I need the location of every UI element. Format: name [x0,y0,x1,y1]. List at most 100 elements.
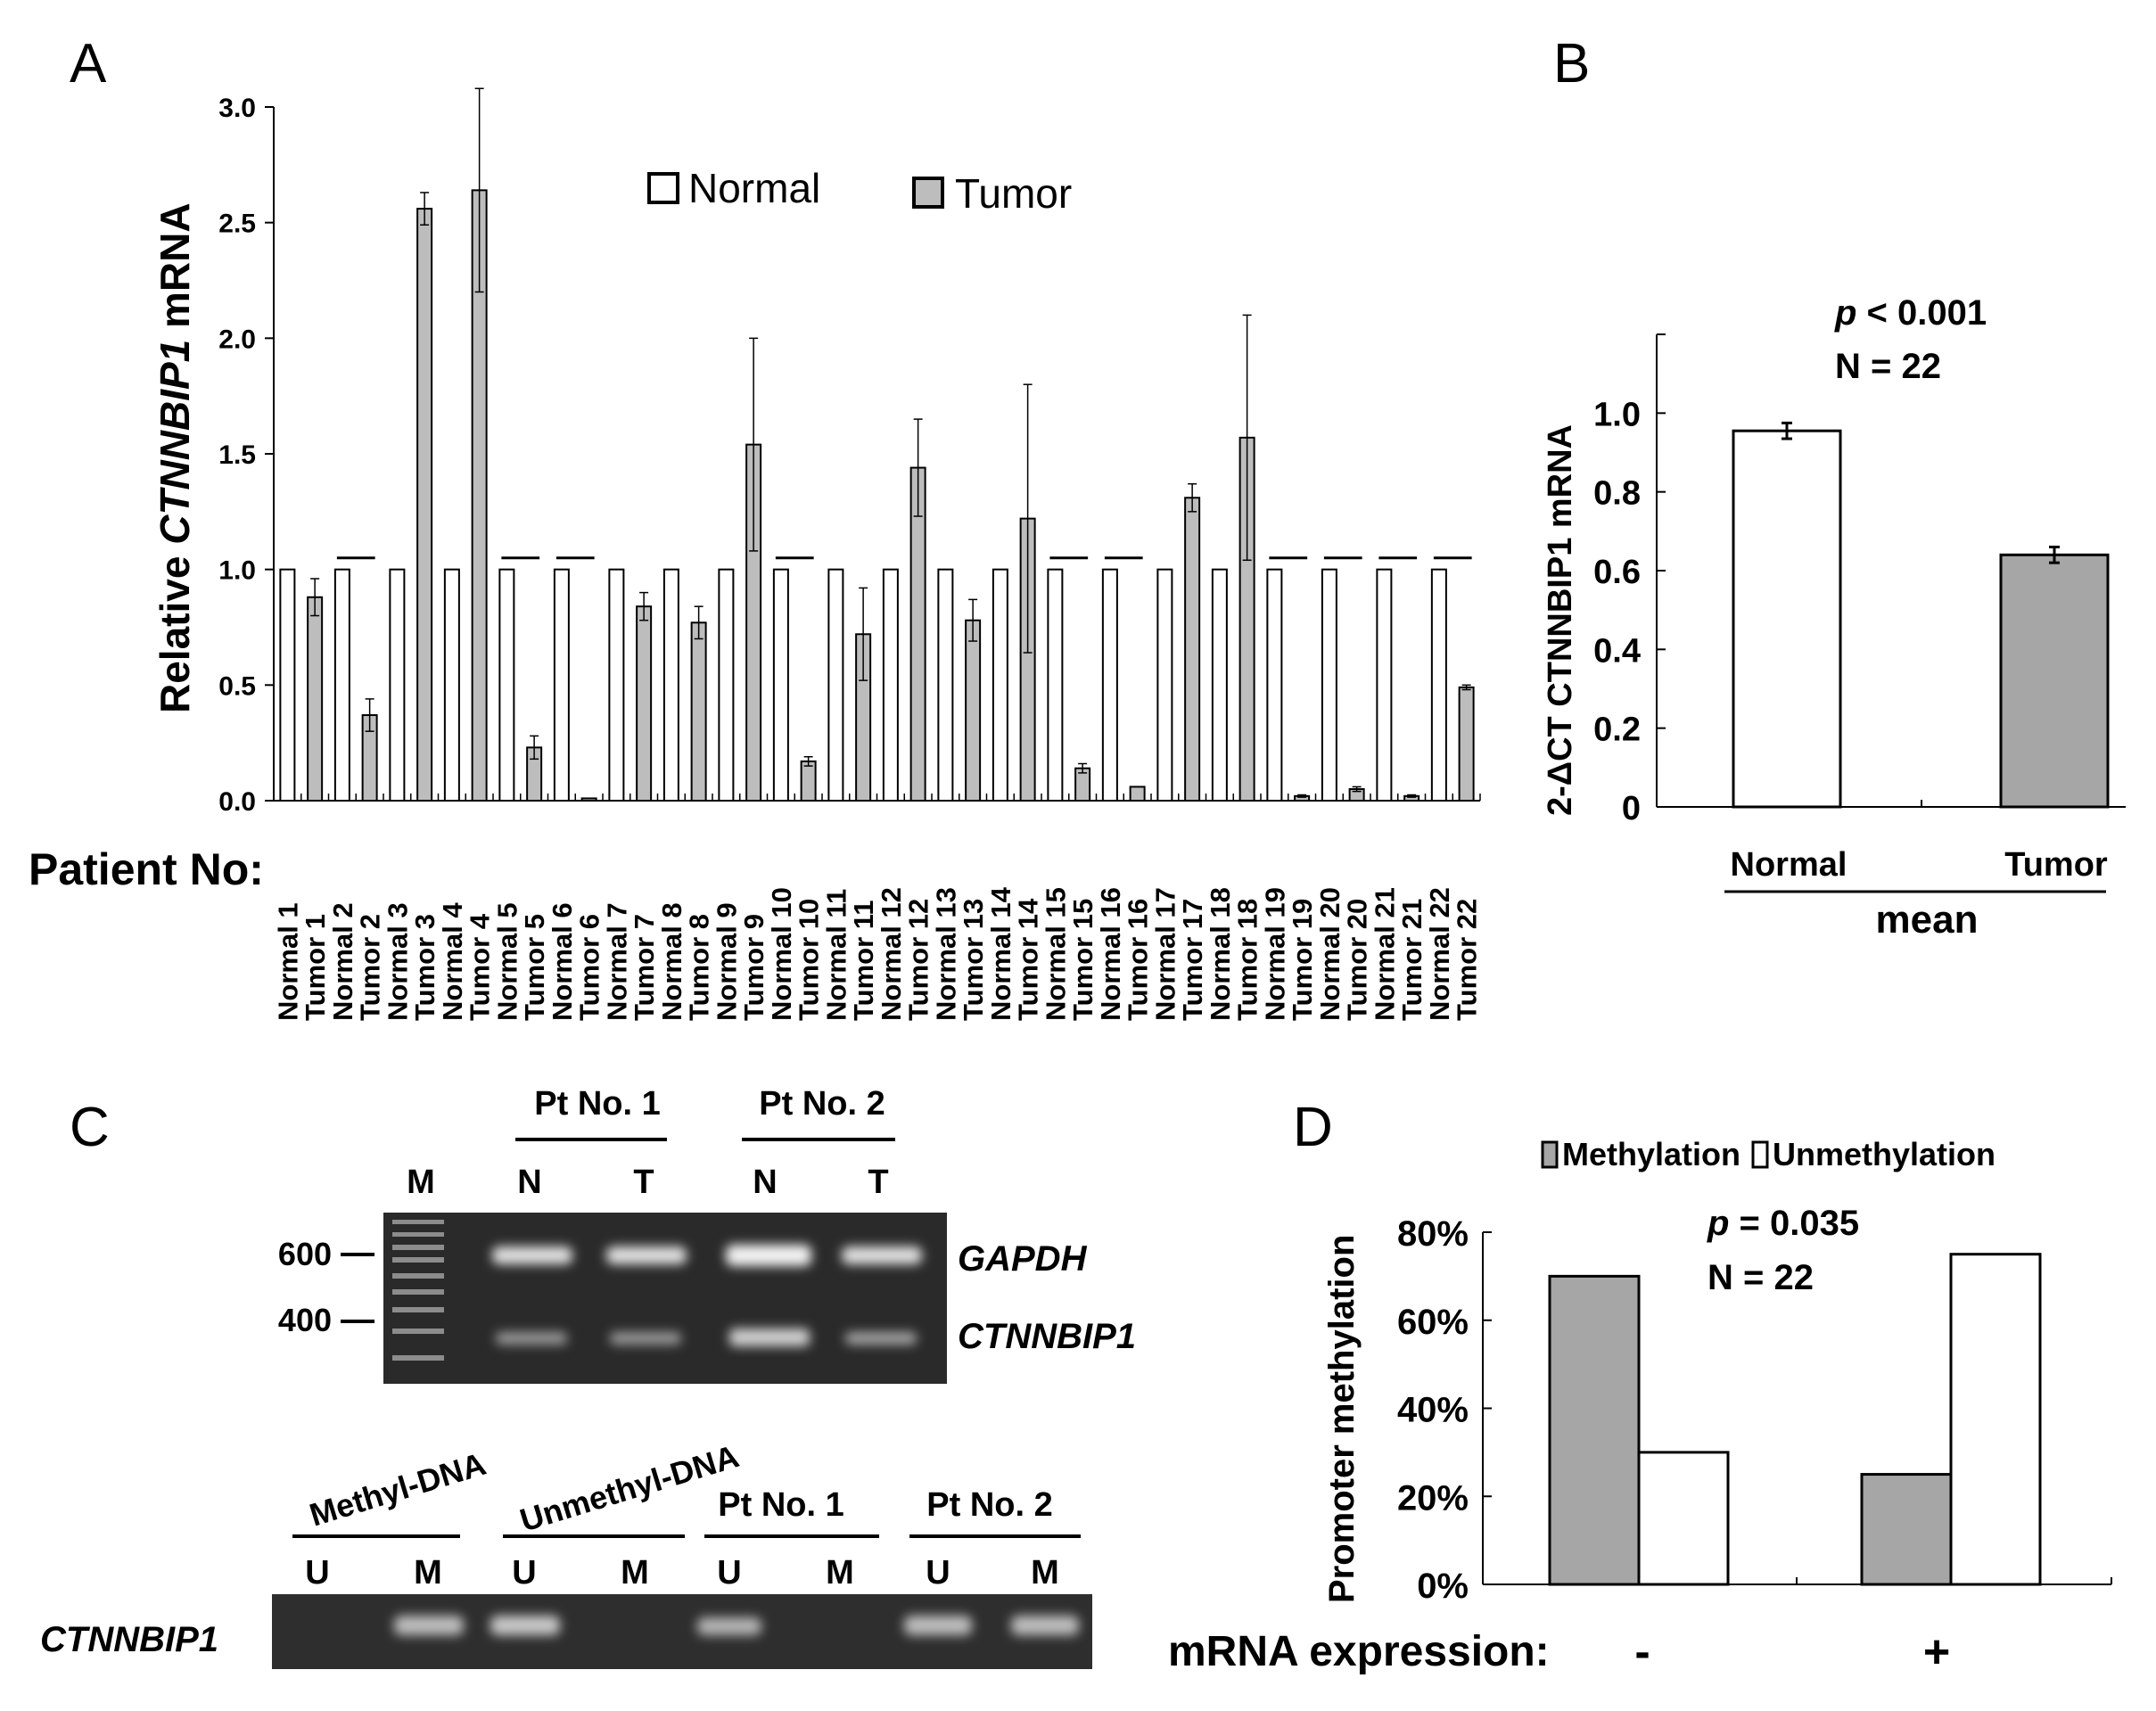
ladder-band [392,1289,444,1295]
panel-a-x-tick-label: Tumor 1 [300,914,331,1021]
panel-a-y-tick-label: 1.5 [218,440,256,470]
panel-d-y-tick-label: 80% [1397,1214,1469,1254]
tumor-bar [690,621,707,802]
normal-bar [772,568,789,802]
panel-d: D Methylation Unmethylation Promoter met… [1168,1097,2112,1678]
gel-top-pt2-header: Pt No. 2 [759,1085,885,1123]
gel-top-lane-n2: N [753,1164,777,1201]
panel-a-y-tick-label: 2.5 [218,210,256,239]
normal-bar [882,568,899,802]
gel-bottom-group-methyl: Methyl-DNA [305,1445,490,1534]
ladder-band [392,1273,444,1279]
methylation-band [490,1616,560,1635]
panel-a-xlabel: Patient No: [29,844,264,894]
panel-a-x-tick-label: Normal 14 [985,886,1016,1021]
panel-a-x-tick-label: Normal 3 [382,902,413,1021]
gel-top-ladder [392,1220,444,1361]
panel-b-y-tick-label: 0 [1622,790,1641,827]
legend-swatch-unmethylation [1751,1140,1769,1169]
gel-bottom-lane-m1: M [414,1554,442,1592]
panel-a-x-tick-label: Normal 1 [272,902,303,1021]
methylation-bar [1860,1473,1953,1586]
panel-a-x-tick-label: Normal 19 [1259,887,1290,1021]
legend-swatch-tumor [912,177,944,209]
panel-a-x-tick-label: Normal 8 [656,902,687,1021]
tumor-bar [1458,686,1475,802]
gel-bottom [272,1594,1092,1669]
normal-bar [718,568,735,802]
panel-a-x-tick-label: Normal 10 [766,887,797,1021]
panel-a-x-tick-label: Normal 21 [1369,887,1400,1021]
panel-b-y-tick-label: 0.8 [1593,475,1641,513]
normal-bar [1430,568,1447,802]
methylation-band [904,1616,972,1635]
panel-b-ylabel: 2-ΔCT CTNNBIP1 mRNA [1542,424,1579,816]
ctnnbip1-band [845,1332,917,1345]
gel-top-pt1-header: Pt No. 1 [534,1085,660,1123]
tumor-bar [416,208,433,802]
gel-bottom-group-pt2: Pt No. 2 [926,1486,1052,1524]
normal-bar [389,568,406,802]
ladder-label-600: 600 [278,1236,332,1272]
panel-a-label: A [70,33,107,95]
tumor-bar [800,760,817,802]
panel-a-x-tick-label: Tumor 21 [1396,899,1428,1021]
gel-top-ctnnbip1-bands [496,1328,917,1346]
normal-bar [553,568,570,802]
panel-a-x-tick-label: Tumor 7 [629,914,660,1021]
panel-a-x-tick-label: Tumor 10 [794,899,825,1021]
panel-a-x-tick-label: Normal 9 [711,902,742,1021]
panel-b-x-tick-label: Normal [1731,846,1847,884]
normal-bar [827,568,844,802]
methylation-band [697,1617,761,1635]
gel-top-background [383,1213,947,1384]
panel-d-n: N = 22 [1708,1258,1814,1297]
panel-a-x-tick-label: Normal 18 [1205,887,1236,1021]
gel-top-lane-t1: T [633,1164,654,1201]
gel-bottom-group-unmethyl: Unmethyl-DNA [515,1437,743,1538]
panel-a-ylabel: Relative CTNNBIP1 mRNA [152,202,198,713]
panel-a-x-tick-label: Tumor 11 [848,900,879,1021]
gel-top-lane-m: M [407,1164,435,1201]
ladder-band [392,1232,444,1237]
normal-bar [1376,568,1393,802]
panel-a-x-tick-label: Tumor 8 [684,914,715,1021]
panel-c: C Pt No. 1 Pt No. 2 M N T N T 600 400 [40,1085,1136,1669]
gel-top-lane-t2: T [868,1164,888,1201]
gel-bottom-lane-u2: U [512,1554,536,1592]
gel-top-band-gapdh: GAPDH [958,1239,1088,1279]
gel-bottom-lane-m2: M [621,1554,649,1592]
methylation-bar [1548,1274,1641,1586]
panel-a-x-tick-label: Tumor 14 [1013,898,1044,1021]
tumor-bar [1129,786,1146,802]
panel-b-pvalue: p < 0.001 [1834,293,1987,333]
panel-a-x-tick-label: Normal 5 [491,902,523,1021]
panel-a-x-tick-label: Tumor 12 [903,899,934,1021]
panel-a-x-tick-label: Tumor 16 [1123,899,1154,1021]
panel-a-x-tick-label: Normal 4 [437,902,468,1021]
normal-bar [937,568,954,802]
normal-bar [333,568,350,802]
panel-a-x-tick-label: Normal 2 [327,902,358,1021]
panel-c-label: C [70,1097,110,1158]
panel-a-x-tick-label: Tumor 4 [465,913,496,1021]
panel-a-x-tick-label: Normal 12 [876,887,907,1021]
normal-bar [498,568,515,802]
tumor-bar [909,466,926,802]
unmethylation-bar [1637,1451,1730,1586]
gel-top [383,1213,947,1384]
normal-bar [662,568,679,802]
panel-a-x-tick-label: Tumor 2 [355,914,386,1021]
normal-bar [1156,568,1173,802]
panel-d-legend: Methylation Unmethylation [1541,1136,1996,1172]
ladder-band [392,1355,444,1361]
normal-bar [1321,568,1337,802]
normal-bar [279,568,296,802]
ctnnbip1-band [729,1328,810,1346]
panel-b-x-tick-label: Tumor [2004,846,2108,884]
panel-b: B 2-ΔCT CTNNBIP1 mRNA p < 0.001 N = 22 m… [1542,33,2126,942]
gel-top-band-ctnnbip1: CTNNBIP1 [958,1317,1136,1356]
panel-d-x-tick-label: + [1923,1626,1950,1678]
panel-b-y-tick-label: 0.6 [1593,554,1641,591]
